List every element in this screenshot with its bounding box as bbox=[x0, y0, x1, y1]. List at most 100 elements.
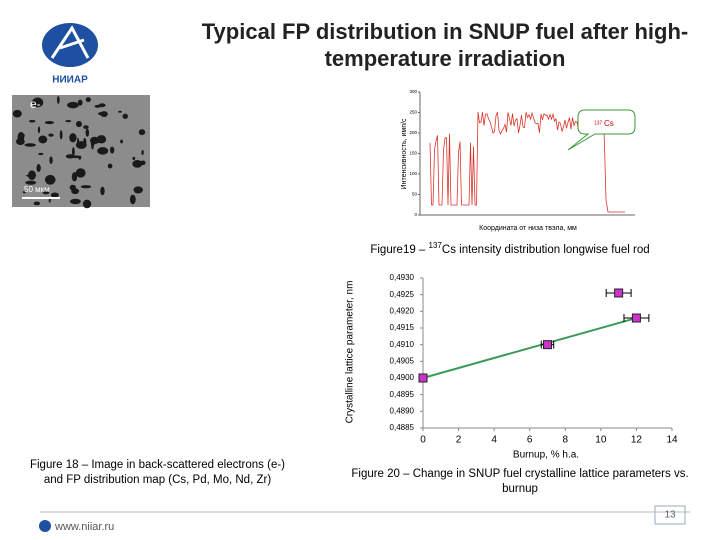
sem-texture bbox=[12, 96, 146, 209]
pore bbox=[97, 111, 107, 116]
pore bbox=[56, 96, 60, 104]
caption-text: Cs intensity distribution longwise fuel … bbox=[441, 243, 650, 256]
pore bbox=[138, 129, 146, 136]
pore bbox=[132, 156, 136, 161]
logo-mark bbox=[50, 25, 90, 59]
pore bbox=[82, 199, 92, 209]
pore bbox=[50, 192, 59, 198]
pore bbox=[38, 152, 44, 156]
page-number: 13 bbox=[664, 510, 676, 521]
fig19-x-label: Координата от низа твэла, мм bbox=[479, 225, 577, 232]
point bbox=[614, 288, 624, 298]
pore bbox=[94, 104, 101, 108]
pore bbox=[24, 143, 36, 147]
pore bbox=[85, 97, 91, 103]
pore bbox=[25, 180, 37, 185]
pore bbox=[91, 139, 94, 150]
pore bbox=[96, 135, 107, 144]
y-tick-label: 0,4890 bbox=[390, 406, 415, 415]
pore bbox=[71, 188, 80, 195]
x-tick-label: 4 bbox=[491, 435, 497, 446]
x-tick-label: 6 bbox=[527, 435, 533, 446]
pore bbox=[71, 147, 75, 157]
caption-prefix: Figure19 – bbox=[370, 243, 429, 256]
fig19-callout bbox=[567, 109, 636, 151]
pore bbox=[118, 110, 122, 113]
pore bbox=[120, 139, 123, 144]
point bbox=[631, 313, 641, 323]
annotation-element: Cs bbox=[604, 119, 614, 128]
x-axis-title: Burnup, % h.a. bbox=[513, 450, 579, 461]
y-tick-label: 0,4920 bbox=[390, 306, 415, 315]
scale-label: 50 мкм bbox=[24, 185, 50, 194]
x-tick-label: 2 bbox=[456, 435, 462, 446]
pore bbox=[37, 126, 41, 134]
caption-mass: 137 bbox=[428, 241, 442, 250]
pore bbox=[69, 133, 77, 143]
fig19-tick-label: 0 bbox=[414, 212, 417, 217]
y-tick-label: 0,4885 bbox=[390, 423, 415, 432]
pore bbox=[67, 101, 79, 109]
fig19-tick-label: 200 bbox=[409, 130, 417, 135]
y-tick-label: 0,4895 bbox=[390, 390, 415, 399]
x-tick-label: 8 bbox=[563, 435, 569, 446]
pore bbox=[65, 119, 72, 123]
pore bbox=[12, 109, 22, 118]
x-tick-label: 14 bbox=[666, 435, 678, 446]
pore bbox=[35, 99, 39, 103]
fig19-tick-label: 300 bbox=[409, 89, 417, 94]
pore bbox=[48, 133, 54, 137]
pore bbox=[17, 131, 25, 142]
pore bbox=[75, 121, 82, 128]
annotation-mass: 137 bbox=[594, 120, 603, 126]
pore bbox=[36, 164, 41, 172]
pore bbox=[28, 170, 36, 181]
y-tick-label: 0,4925 bbox=[390, 290, 415, 299]
pore bbox=[133, 186, 143, 194]
pore bbox=[122, 113, 128, 119]
pore bbox=[107, 163, 113, 169]
pore bbox=[49, 156, 53, 165]
pore bbox=[42, 190, 50, 195]
x-tick-label: 10 bbox=[595, 435, 607, 446]
fig19-tick-label: 150 bbox=[409, 151, 417, 156]
fig20-caption: Figure 20 – Change in SNUP fuel crystall… bbox=[351, 468, 689, 495]
pore bbox=[69, 155, 81, 159]
sem-label: е- bbox=[30, 97, 41, 111]
pore bbox=[48, 197, 51, 203]
pore bbox=[109, 146, 115, 154]
pore bbox=[85, 128, 90, 137]
y-tick-label: 0,4910 bbox=[390, 340, 415, 349]
pore bbox=[80, 185, 92, 189]
sem-image bbox=[12, 95, 150, 207]
pore bbox=[71, 172, 78, 182]
y-axis-title: Crystalline lattice parameter, nm bbox=[345, 281, 356, 424]
pore bbox=[83, 125, 89, 130]
y-tick-label: 0,4930 bbox=[390, 273, 415, 282]
pore bbox=[31, 97, 44, 108]
pore bbox=[141, 150, 144, 156]
point bbox=[543, 340, 552, 350]
fig19-tick-label: 100 bbox=[409, 171, 417, 176]
pore bbox=[75, 141, 87, 149]
fig19-y-label: Интенсивность, имп/с bbox=[401, 118, 408, 189]
fig18-caption: Figure 18 – Image in back-scattered elec… bbox=[29, 459, 286, 486]
footer-logo bbox=[39, 520, 51, 532]
pore bbox=[38, 135, 48, 144]
pore bbox=[44, 121, 55, 125]
pore bbox=[44, 174, 56, 185]
fig19-tick-label: 250 bbox=[409, 110, 417, 115]
pore bbox=[140, 160, 146, 166]
pore bbox=[69, 198, 81, 205]
pore bbox=[97, 147, 109, 155]
pore bbox=[100, 186, 105, 196]
x-tick-label: 12 bbox=[631, 435, 643, 446]
pore bbox=[129, 194, 136, 205]
pore bbox=[22, 190, 26, 194]
fig19-tick-label: 50 bbox=[412, 192, 418, 197]
trend-line bbox=[422, 317, 637, 379]
y-tick-label: 0,4900 bbox=[390, 373, 415, 382]
pore bbox=[75, 168, 86, 178]
